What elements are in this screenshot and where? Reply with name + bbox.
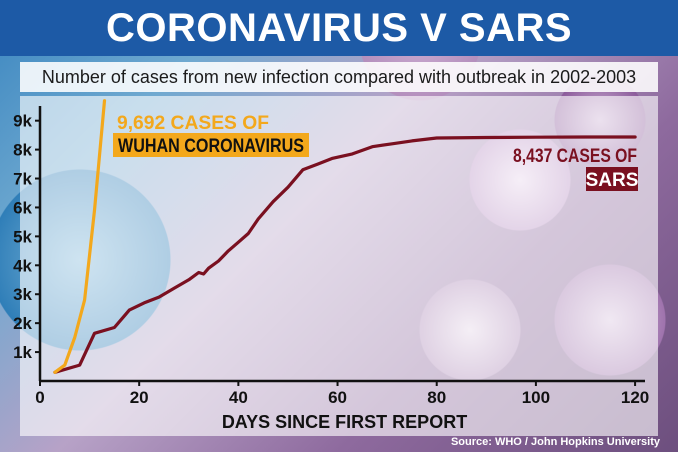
sars-annotation-line1: 8,437 CASES OF <box>513 146 637 167</box>
y-tick-label: 5k <box>13 227 32 246</box>
x-tick-label: 20 <box>130 388 149 407</box>
series-line-sars <box>53 135 637 374</box>
page-title: CORONAVIRUS V SARS <box>105 6 573 50</box>
coronavirus-annotation-box <box>113 133 309 157</box>
source-note: Source: WHO / John Hopkins University <box>450 436 660 448</box>
y-tick-label: 8k <box>13 141 32 160</box>
sars-annotation-line2: SARS <box>586 170 639 191</box>
y-tick-label: 3k <box>13 285 32 304</box>
y-tick-label: 9k <box>13 112 32 131</box>
y-tick-label: 7k <box>13 170 32 189</box>
x-tick-label: 80 <box>427 388 446 407</box>
coronavirus-annotation-line2: WUHAN CORONAVIRUS <box>118 136 304 157</box>
y-tick-label: 1k <box>13 343 32 362</box>
subtitle-box: Number of cases from new infection compa… <box>20 62 658 92</box>
y-tick-label: 6k <box>13 198 32 217</box>
title-band <box>0 0 678 56</box>
x-tick-label: 60 <box>328 388 347 407</box>
y-tick-label: 4k <box>13 256 32 275</box>
x-tick-label: 0 <box>35 388 44 407</box>
x-tick-label: 40 <box>229 388 248 407</box>
y-tick-label: 2k <box>13 314 32 333</box>
coronavirus-annotation-line1: 9,692 CASES OF <box>117 113 269 134</box>
series-line-wuhan-coronavirus <box>53 99 107 374</box>
chart-subtitle: Number of cases from new infection compa… <box>41 67 637 87</box>
x-tick-label: 120 <box>621 388 649 407</box>
x-axis-label: DAYS SINCE FIRST REPORT <box>222 412 467 432</box>
x-tick-label: 100 <box>522 388 550 407</box>
sars-annotation-box <box>586 167 638 191</box>
